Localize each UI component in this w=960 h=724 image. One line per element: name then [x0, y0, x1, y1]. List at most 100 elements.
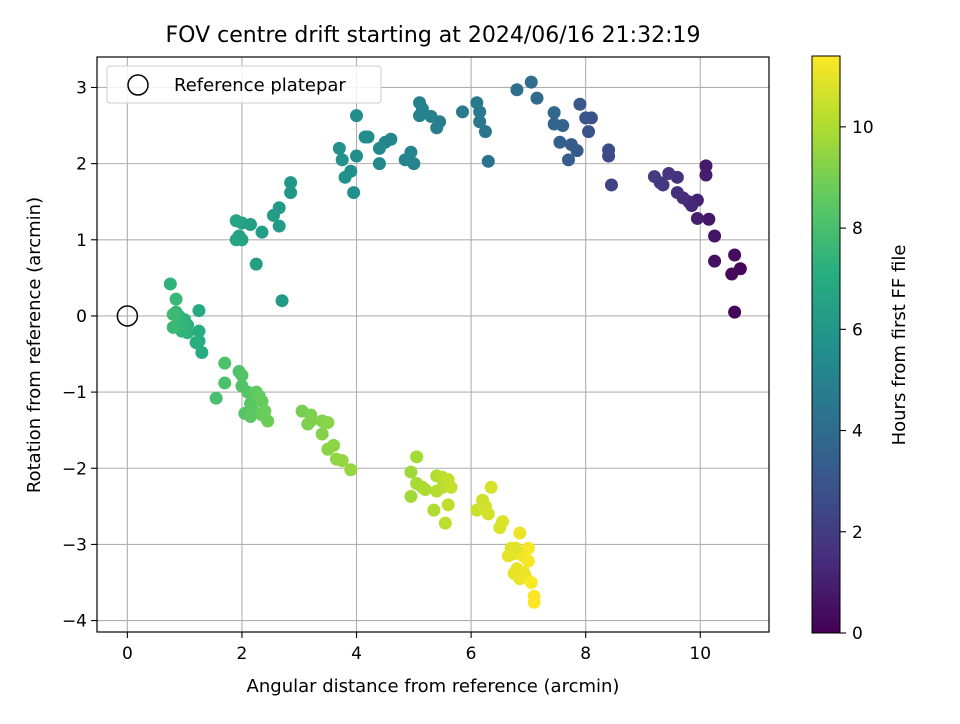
data-point — [424, 109, 438, 123]
data-point — [347, 186, 361, 200]
data-point — [517, 566, 531, 580]
x-tick-label: 6 — [466, 644, 477, 664]
x-axis-label: Angular distance from reference (arcmin) — [247, 676, 620, 697]
data-point — [410, 450, 424, 464]
data-point — [481, 154, 495, 168]
data-point — [438, 516, 452, 530]
data-point — [284, 186, 298, 200]
data-point — [229, 214, 243, 228]
legend-marker-icon — [127, 74, 149, 96]
data-point — [284, 176, 298, 190]
data-point — [521, 554, 535, 568]
chart-title: FOV centre drift starting at 2024/06/16 … — [166, 23, 701, 48]
data-point — [725, 267, 739, 281]
data-point — [699, 159, 713, 173]
data-point — [275, 294, 289, 308]
colorbar-label: Hours from first FF file — [889, 245, 910, 446]
data-point — [372, 157, 386, 171]
data-point — [218, 356, 232, 370]
data-point — [350, 109, 364, 123]
data-point — [456, 105, 470, 119]
y-axis-label: Rotation from reference (arcmin) — [24, 197, 45, 493]
data-point — [209, 391, 223, 405]
y-tick-label: 3 — [76, 78, 87, 98]
legend-entry-reference: Reference platepar — [174, 75, 346, 96]
data-point — [404, 465, 418, 479]
data-point — [189, 336, 203, 350]
reference-point-marker — [116, 305, 139, 327]
y-tick-label: −4 — [62, 612, 87, 632]
data-point — [582, 125, 596, 139]
data-point — [553, 135, 567, 149]
data-point — [427, 503, 441, 517]
data-point — [547, 117, 561, 131]
data-point — [524, 75, 538, 89]
colorbar-tick-label: 8 — [852, 219, 863, 239]
data-point — [192, 304, 206, 318]
data-point — [484, 480, 498, 494]
data-point — [470, 96, 484, 110]
data-point — [501, 549, 515, 563]
data-point — [702, 212, 716, 226]
data-point — [444, 480, 458, 494]
x-tick-label: 0 — [122, 644, 133, 664]
y-axis-ticks: −4 −3 −2 −1 0 1 2 3 — [62, 78, 97, 632]
data-point — [430, 121, 444, 135]
y-tick-label: 0 — [76, 307, 87, 327]
data-point — [335, 153, 349, 167]
y-tick-label: −3 — [62, 535, 87, 555]
y-tick-label: −1 — [62, 383, 87, 403]
plot-area-background — [97, 57, 769, 632]
x-tick-label: 10 — [689, 644, 711, 664]
data-point — [510, 83, 524, 97]
plot-frame — [96, 56, 770, 633]
data-point — [690, 211, 704, 225]
data-point — [728, 305, 742, 319]
data-point — [481, 507, 495, 521]
data-point — [321, 416, 335, 430]
colorbar-ticks: 0 2 4 6 8 10 — [840, 118, 874, 644]
data-point — [163, 277, 177, 291]
colorbar-tick-label: 10 — [852, 118, 874, 138]
data-point — [478, 125, 492, 139]
x-tick-label: 2 — [237, 644, 248, 664]
data-point — [728, 248, 742, 262]
data-point — [524, 575, 538, 589]
data-point — [473, 115, 487, 129]
data-point — [413, 109, 427, 123]
data-point — [169, 292, 183, 306]
colorbar-gradient — [811, 55, 841, 634]
data-point — [398, 153, 412, 167]
data-point — [266, 208, 280, 222]
data-point — [647, 170, 661, 184]
data-point — [358, 130, 372, 144]
data-point — [441, 498, 455, 512]
data-point — [258, 404, 272, 418]
data-point — [327, 438, 341, 452]
data-point — [496, 515, 510, 529]
data-point — [249, 257, 263, 271]
data-point — [344, 463, 358, 477]
colorbar: 0 2 4 6 8 10 Hours from first FF file — [811, 55, 910, 644]
data-point — [513, 526, 527, 540]
data-point — [579, 111, 593, 125]
data-point — [699, 168, 713, 182]
data-point — [166, 320, 180, 334]
data-point — [272, 219, 286, 233]
data-point — [708, 229, 722, 243]
data-point — [315, 427, 329, 441]
data-point — [418, 483, 432, 497]
data-point — [413, 96, 427, 110]
data-point — [218, 376, 232, 390]
data-point — [372, 141, 386, 155]
data-point — [235, 368, 249, 382]
data-point — [335, 454, 349, 468]
x-axis-ticks: 0 2 4 6 8 10 — [122, 632, 711, 664]
y-tick-label: 2 — [76, 155, 87, 175]
data-point — [602, 143, 616, 157]
data-point — [332, 141, 346, 155]
data-point — [261, 414, 275, 428]
colorbar-tick-label: 4 — [852, 422, 863, 442]
data-point — [573, 97, 587, 111]
